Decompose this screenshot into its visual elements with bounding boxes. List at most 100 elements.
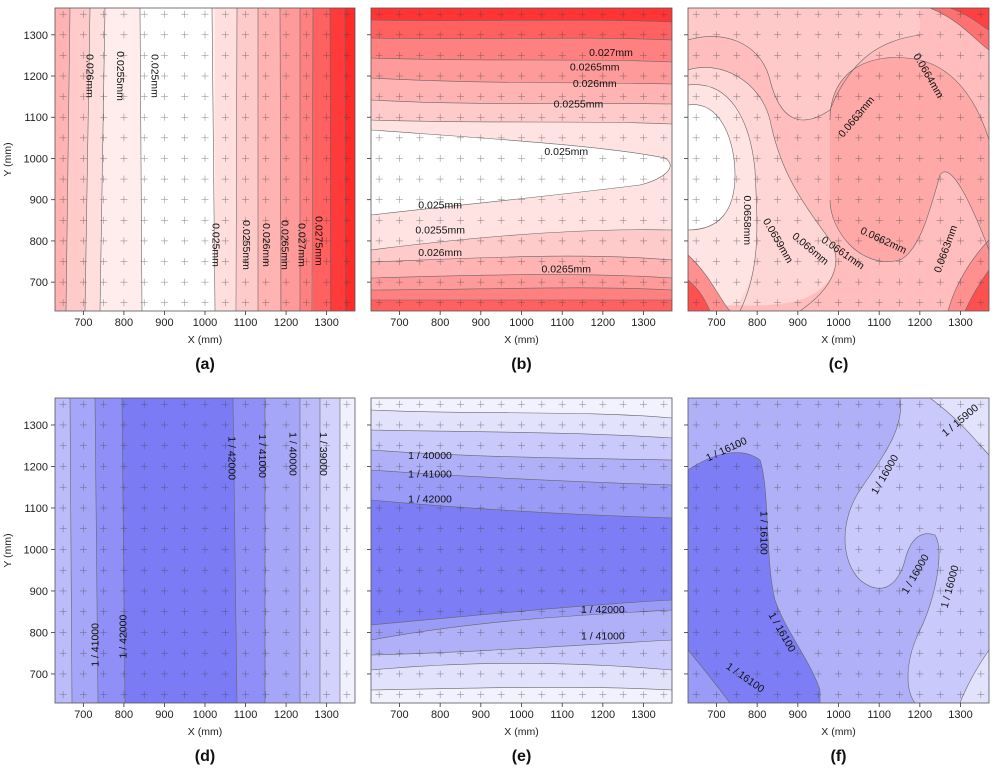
- measurement-point-marker: [181, 299, 189, 307]
- measurement-point-marker: [916, 237, 924, 245]
- measurement-point-marker: [79, 608, 87, 616]
- measurement-point-marker: [835, 10, 842, 18]
- measurement-point-marker: [692, 51, 700, 59]
- measurement-point-marker: [120, 134, 128, 142]
- measurement-point-marker: [302, 483, 310, 491]
- measurement-point-marker: [794, 10, 802, 18]
- measurement-point-marker: [456, 504, 464, 512]
- measurement-point-marker: [896, 196, 904, 204]
- measurement-point-marker: [936, 134, 944, 142]
- measurement-point-marker: [59, 462, 67, 470]
- measurement-point-marker: [896, 134, 904, 142]
- x-tick-label: 1100: [550, 709, 574, 721]
- measurement-point-marker: [79, 258, 87, 266]
- contour-label: 0.025mm: [209, 223, 221, 267]
- measurement-point-marker: [201, 545, 209, 553]
- measurement-point-marker: [456, 10, 464, 18]
- measurement-point-marker: [343, 134, 351, 142]
- x-tick-label: 1000: [193, 317, 217, 329]
- measurement-point-marker: [282, 628, 290, 636]
- measurement-point-marker: [436, 442, 444, 450]
- measurement-point-marker: [773, 670, 781, 678]
- measurement-point-marker: [497, 154, 505, 162]
- measurement-point-marker: [692, 154, 700, 162]
- measurement-point-marker: [692, 462, 700, 470]
- measurement-point-marker: [518, 278, 525, 286]
- measurement-point-marker: [957, 10, 965, 18]
- measurement-point-marker: [660, 216, 668, 224]
- measurement-point-marker: [201, 31, 209, 39]
- measurement-point-marker: [395, 462, 403, 470]
- measurement-point-marker: [242, 216, 250, 224]
- measurement-point-marker: [282, 10, 290, 18]
- measurement-point-marker: [579, 483, 587, 491]
- measurement-point-marker: [977, 216, 985, 224]
- measurement-point-marker: [957, 154, 965, 162]
- measurement-point-marker: [794, 216, 802, 224]
- measurement-point-marker: [456, 525, 464, 533]
- measurement-point-marker: [835, 72, 842, 80]
- measurement-point-marker: [896, 649, 904, 657]
- measurement-point-marker: [436, 545, 444, 553]
- measurement-point-marker: [579, 504, 587, 512]
- panel-a-fill: [55, 8, 355, 311]
- measurement-point-marker: [343, 442, 351, 450]
- measurement-point-marker: [323, 400, 331, 408]
- measurement-point-marker: [855, 134, 863, 142]
- measurement-point-marker: [936, 278, 944, 286]
- measurement-point-marker: [773, 504, 781, 512]
- measurement-point-marker: [242, 670, 250, 678]
- measurement-point-marker: [262, 93, 270, 101]
- measurement-point-marker: [100, 237, 108, 245]
- measurement-point-marker: [120, 93, 128, 101]
- y-tick-label: 1100: [24, 112, 48, 124]
- measurement-point-marker: [977, 421, 985, 429]
- y-axis-label: Y (mm): [2, 142, 14, 176]
- measurement-point-marker: [302, 154, 310, 162]
- measurement-point-marker: [497, 51, 505, 59]
- measurement-point-marker: [302, 649, 310, 657]
- measurement-point-marker: [518, 134, 525, 142]
- measurement-point-marker: [660, 587, 668, 595]
- measurement-point-marker: [712, 545, 720, 553]
- measurement-point-marker: [660, 113, 668, 121]
- measurement-point-marker: [814, 134, 822, 142]
- measurement-point-marker: [395, 628, 403, 636]
- measurement-point-marker: [558, 51, 566, 59]
- measurement-point-marker: [160, 10, 168, 18]
- measurement-point-marker: [456, 134, 464, 142]
- measurement-point-marker: [456, 31, 464, 39]
- measurement-point-marker: [100, 545, 108, 553]
- measurement-point-marker: [221, 154, 229, 162]
- measurement-point-marker: [936, 10, 944, 18]
- measurement-point-marker: [79, 31, 87, 39]
- measurement-point-marker: [814, 258, 822, 266]
- measurement-point-marker: [375, 400, 383, 408]
- measurement-point-marker: [100, 462, 108, 470]
- measurement-point-marker: [538, 400, 546, 408]
- measurement-point-marker: [181, 504, 189, 512]
- measurement-point-marker: [323, 278, 331, 286]
- measurement-point-marker: [538, 299, 546, 307]
- x-tick-label: 900: [789, 317, 807, 329]
- measurement-point-marker: [221, 587, 229, 595]
- measurement-point-marker: [538, 216, 546, 224]
- measurement-point-marker: [538, 93, 546, 101]
- measurement-point-marker: [59, 278, 67, 286]
- measurement-point-marker: [100, 504, 108, 512]
- measurement-point-marker: [814, 691, 822, 699]
- measurement-point-marker: [855, 442, 863, 450]
- measurement-point-marker: [977, 258, 985, 266]
- measurement-point-marker: [640, 31, 648, 39]
- x-tick-label: 1100: [550, 317, 574, 329]
- measurement-point-marker: [599, 113, 607, 121]
- measurement-point-marker: [660, 72, 668, 80]
- measurement-point-marker: [579, 31, 587, 39]
- measurement-point-marker: [916, 258, 924, 266]
- measurement-point-marker: [140, 237, 148, 245]
- measurement-point-marker: [957, 216, 965, 224]
- measurement-point-marker: [753, 566, 761, 574]
- measurement-point-marker: [323, 421, 331, 429]
- measurement-point-marker: [660, 299, 668, 307]
- measurement-point-marker: [456, 608, 464, 616]
